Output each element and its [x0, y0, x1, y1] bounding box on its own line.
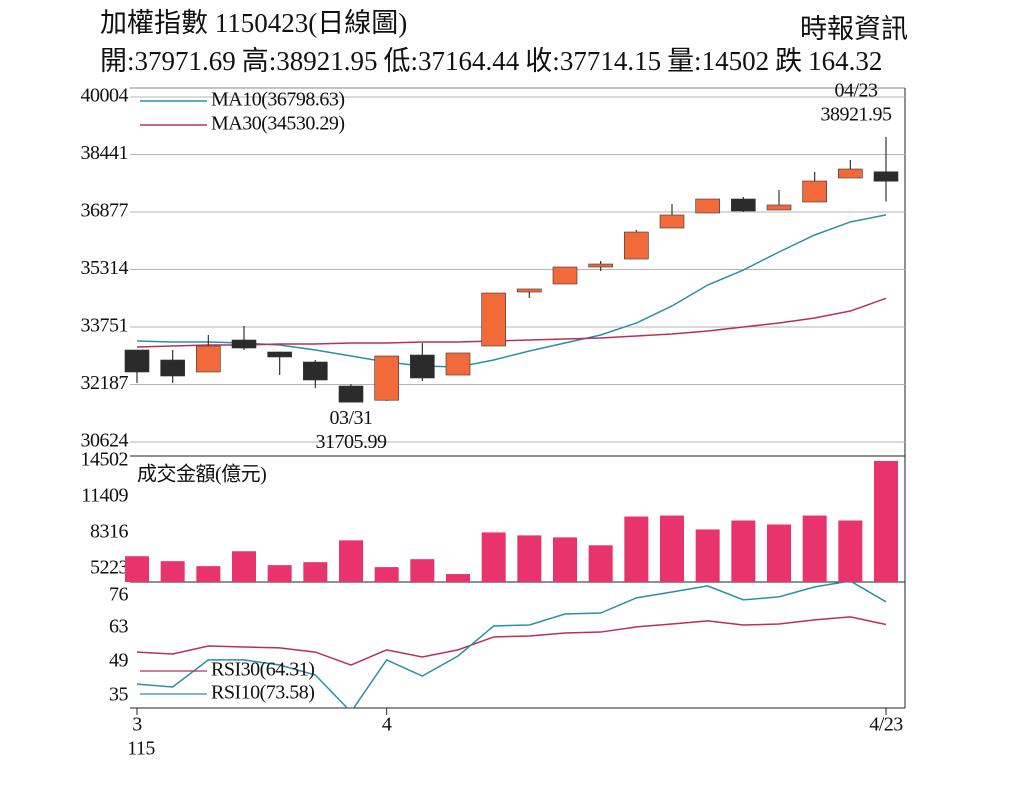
legend-label: RSI30(64.31)	[211, 659, 314, 681]
quote-line: 開:37971.69 高:38921.95 低:37164.44 收:37714.15…	[100, 46, 882, 76]
y-tick-label: 38441	[81, 142, 129, 164]
y-tick-label: 30624	[81, 430, 129, 452]
year-label: 115	[127, 738, 155, 760]
bar	[838, 520, 863, 582]
bar	[196, 566, 221, 582]
candle-body	[838, 168, 863, 179]
quote-label: 收:	[525, 46, 560, 76]
chart-title: 加權指數 1150423(日線圖)	[100, 8, 407, 38]
y-tick-label: 35	[109, 684, 129, 706]
bar	[517, 535, 542, 582]
panel-title: 成交金額(億元)	[137, 463, 266, 486]
bar	[267, 565, 292, 582]
candle-body	[160, 359, 185, 377]
quote-value: 37971.69	[135, 46, 236, 76]
bar	[553, 537, 577, 582]
bar	[481, 532, 506, 582]
bar	[624, 516, 649, 582]
y-tick-label: 14502	[81, 449, 129, 471]
y-tick-label: 36877	[81, 200, 129, 222]
frame	[130, 87, 906, 709]
line-series	[136, 582, 887, 708]
line-series	[136, 616, 887, 666]
bar	[660, 515, 684, 582]
y-tick-label: 33751	[81, 315, 129, 337]
quote-value: 14502	[702, 46, 770, 76]
bar	[802, 515, 827, 582]
annotation-date: 04/23	[834, 79, 878, 101]
bar	[588, 545, 613, 582]
y-tick-label: 49	[109, 649, 129, 671]
candle-body	[624, 231, 649, 260]
candle-body	[766, 204, 792, 211]
bar	[303, 562, 328, 582]
y-tick-label: 76	[109, 584, 129, 606]
quote-label: 量:	[667, 46, 702, 76]
candle-body	[731, 198, 756, 212]
annotation-value: 38921.95	[821, 103, 893, 125]
x-tick-label: 3	[132, 714, 142, 736]
bar	[695, 529, 720, 582]
annotation-date: 03/31	[329, 407, 372, 429]
candle-body	[517, 288, 542, 293]
candle-body	[410, 354, 435, 379]
legend-label: MA10(36798.63)	[211, 89, 345, 111]
candle-body	[303, 361, 328, 381]
quote-value: 38921.95	[276, 46, 377, 76]
quote-label: 跌	[775, 46, 802, 76]
candle-body	[445, 352, 471, 376]
y-tick-label: 40004	[81, 85, 129, 107]
candle-body	[338, 385, 364, 403]
bar	[374, 567, 399, 582]
x-tick-label: 4/23	[869, 714, 903, 736]
quote-value: 37714.15	[560, 46, 661, 76]
source: 時報資訊	[800, 14, 908, 44]
y-tick-label: 35314	[81, 257, 129, 279]
quote-label: 低:	[384, 46, 419, 76]
y-tick-label: 63	[109, 615, 129, 637]
annotation-value: 31705.99	[316, 431, 388, 453]
candle-body	[588, 263, 613, 268]
quote-label: 高:	[242, 46, 277, 76]
bar	[767, 524, 791, 582]
line-series	[136, 297, 887, 348]
quote-value: 164.32	[808, 46, 882, 76]
candle-body	[231, 339, 257, 349]
x-tick-label: 4	[382, 714, 392, 736]
bar	[874, 460, 898, 582]
y-tick-label: 11409	[81, 485, 128, 507]
bar	[339, 540, 363, 582]
bar	[446, 574, 470, 582]
y-tick-label: 32187	[81, 372, 129, 394]
quote-label: 開:	[100, 46, 135, 76]
candle-body	[481, 292, 506, 347]
candle-body	[659, 214, 685, 229]
candle-body	[124, 349, 150, 373]
candle-body	[552, 266, 578, 285]
legend-label: MA30(34530.29)	[211, 113, 345, 135]
candle-body	[802, 180, 827, 203]
candle-body	[873, 171, 899, 182]
bar	[232, 551, 256, 582]
bar	[410, 559, 435, 582]
candle-body	[374, 355, 399, 401]
y-tick-label: 5223	[90, 557, 129, 579]
bar	[160, 561, 185, 582]
bar	[731, 520, 756, 582]
y-tick-label: 8316	[90, 521, 129, 543]
candle-body	[695, 198, 720, 214]
quote-value: 37164.44	[418, 46, 520, 76]
bar	[125, 556, 149, 582]
candle-body	[196, 345, 221, 373]
legend-label: RSI10(73.58)	[211, 682, 314, 704]
candle-body	[267, 351, 292, 358]
